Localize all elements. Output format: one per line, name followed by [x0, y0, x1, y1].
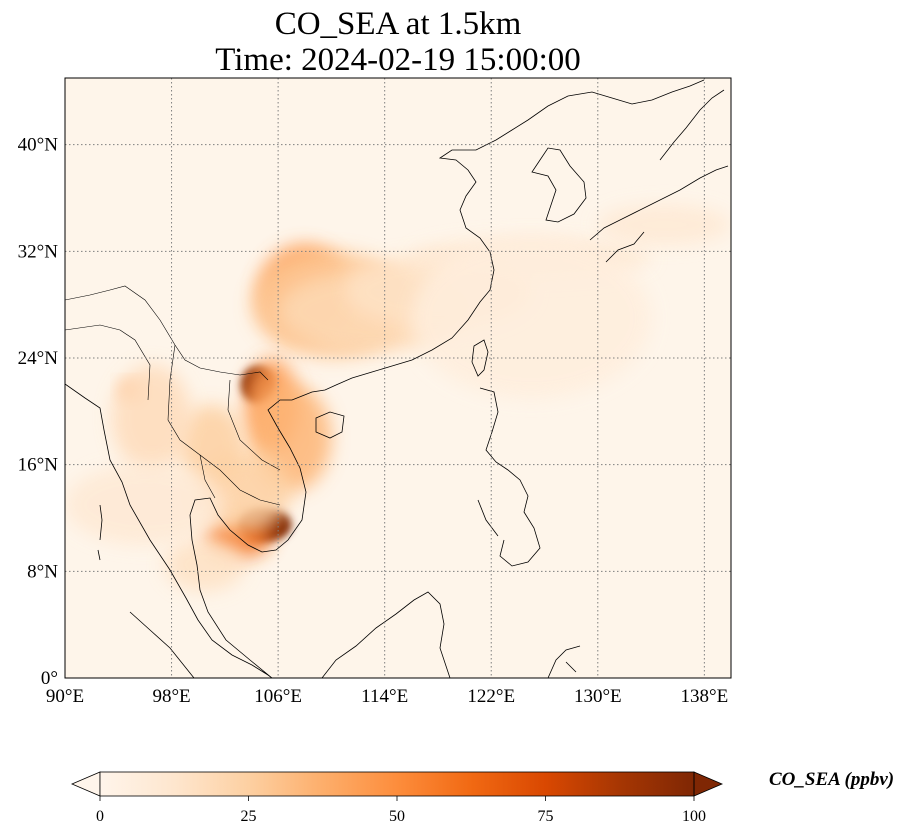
- co-plume: [65, 464, 225, 545]
- coastline-philippines: [477, 387, 541, 567]
- coastline-andaman: [97, 504, 103, 561]
- map-frame: [64, 77, 732, 679]
- latitude-tick-label: 16°N: [18, 455, 59, 476]
- longitude-tick-label: 138°E: [681, 686, 729, 707]
- longitude-tick-label: 130°E: [574, 686, 622, 707]
- latitude-tick-label: 32°N: [18, 241, 59, 262]
- colorbar-tick-label: 25: [241, 808, 257, 825]
- colorbar-ticks: 0 25 50 75 100: [96, 796, 706, 825]
- colorbar-tick-label: 50: [389, 808, 405, 825]
- coastlines: [65, 79, 729, 678]
- colorbar-min-extension: [70, 771, 101, 797]
- co-plume: [111, 364, 192, 472]
- colorbar-tick-label: 75: [538, 808, 554, 825]
- map-gridlines: [65, 78, 731, 678]
- coastline-mainland: [65, 79, 705, 678]
- colorbar: 0 25 50 75 100: [70, 771, 724, 825]
- latitude-tick-label: 8°N: [27, 561, 58, 582]
- longitude-tick-label: 114°E: [361, 686, 408, 707]
- longitude-tick-label: 98°E: [152, 686, 190, 707]
- coastline-taiwan: [471, 339, 489, 377]
- longitude-ticks: 90°E 98°E 106°E 114°E 122°E 130°E 138°E: [46, 686, 728, 707]
- coastline-sumatra: [129, 611, 195, 678]
- longitude-tick-label: 122°E: [467, 686, 515, 707]
- co-plume: [411, 238, 652, 398]
- longitude-tick-label: 106°E: [254, 686, 302, 707]
- coastline-borneo: [321, 591, 451, 678]
- coastline-japan: [589, 89, 729, 263]
- latitude-tick-label: 0°: [41, 668, 58, 689]
- colorbar-tick-label: 0: [96, 808, 104, 825]
- coastline-sulawesi: [547, 645, 581, 678]
- co-plume: [178, 404, 245, 485]
- co-plume: [164, 538, 245, 592]
- colorbar-label: CO_SEA (ppbv): [769, 769, 895, 790]
- longitude-tick-label: 90°E: [46, 686, 84, 707]
- colorbar-tick-label: 100: [682, 808, 706, 825]
- map-title-line-2: Time: 2024-02-19 15:00:00: [215, 42, 581, 78]
- coastline-hainan: [315, 411, 345, 439]
- coastline-korea: [531, 147, 587, 223]
- latitude-ticks: 0° 8°N 16°N 24°N 32°N 40°N: [18, 135, 59, 689]
- map-title-line-1: CO_SEA at 1.5km: [274, 6, 522, 42]
- country-borders: [65, 285, 281, 506]
- co-plume: [597, 204, 731, 245]
- latitude-tick-label: 40°N: [18, 135, 59, 156]
- latitude-tick-label: 24°N: [18, 348, 59, 369]
- colorbar-gradient: [100, 772, 694, 796]
- colorbar-max-extension: [693, 771, 724, 797]
